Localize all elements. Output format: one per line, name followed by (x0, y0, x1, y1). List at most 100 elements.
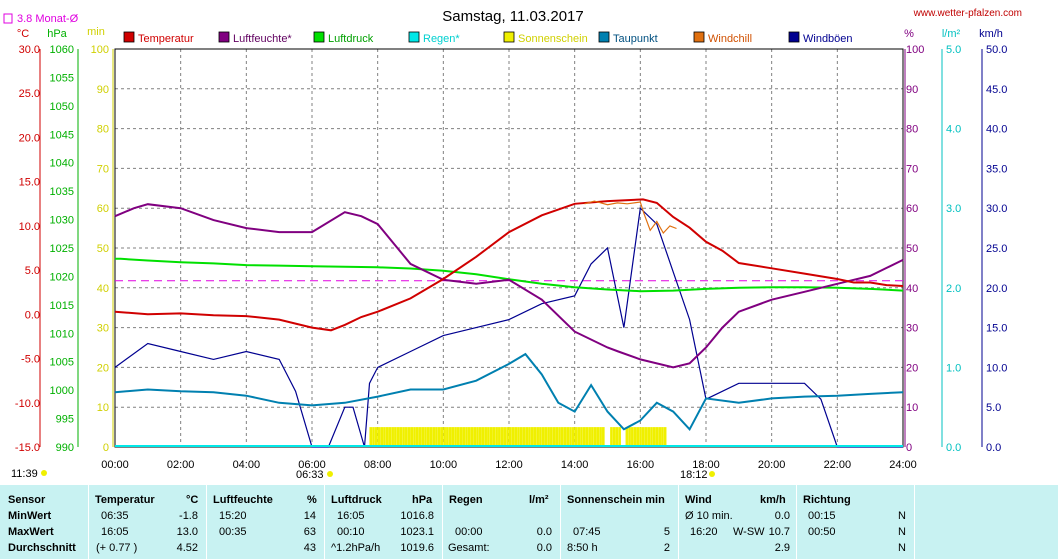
sunshine-bar (574, 427, 578, 447)
sunshine-bar (544, 427, 548, 447)
x-tick-label: 12:00 (495, 459, 523, 471)
sunshine-bar (451, 427, 455, 447)
pressure-tick-label: 1010 (50, 328, 74, 340)
minutes-tick-label: 10 (97, 402, 109, 414)
cell-temp-val: -1.8 (179, 510, 198, 522)
header-temp: Temperatur (95, 494, 155, 506)
minutes-tick-label: 80 (97, 124, 109, 136)
header-wind: Wind (685, 494, 712, 506)
monthly-avg-label: 3.8 Monat-Ø (17, 13, 79, 25)
percent-tick-label: 50 (906, 243, 918, 255)
sunshine-bar (602, 427, 605, 447)
sunshine-bar (418, 427, 422, 447)
sunshine-bar (628, 427, 631, 447)
chart-series (114, 198, 904, 448)
wind-tick-label: 50.0 (986, 44, 1007, 56)
pressure-line (115, 257, 904, 293)
wind-tick-label: 5.0 (986, 402, 1001, 414)
pressure-tick-label: 1040 (50, 158, 74, 170)
minutes-unit: min (87, 26, 105, 38)
header-press: Luftdruck (331, 494, 382, 506)
pressure-tick-label: 1045 (50, 129, 74, 141)
minutes-tick-label: 20 (97, 362, 109, 374)
x-tick-label: 08:00 (364, 459, 392, 471)
x-tick-label: 14:00 (561, 459, 589, 471)
x-tick-label: 04:00 (233, 459, 261, 471)
legend-label: Luftdruck (328, 33, 374, 45)
table-separator (914, 485, 915, 559)
pressure-tick-label: 1050 (50, 101, 74, 113)
cell-dir-time: 00:15 (808, 510, 836, 522)
sunshine-bar (481, 427, 485, 447)
pressure-tick-label: 1035 (50, 186, 74, 198)
percent-tick-label: 90 (906, 84, 918, 96)
pressure-tick-label: 1055 (50, 72, 74, 84)
cell-hum-time: 00:35 (219, 526, 247, 538)
sun-icon-left (41, 470, 47, 476)
sunshine-bar (547, 427, 550, 447)
sunshine-bar (650, 427, 653, 447)
sunshine-bar (385, 427, 389, 447)
wind-tick-label: 35.0 (986, 163, 1007, 175)
cell-temp-val: 4.52 (176, 542, 198, 554)
sunshine-bar (612, 427, 616, 447)
sunshine-bar (415, 427, 419, 447)
temp-tick-label: 10.0 (19, 221, 40, 233)
sunshine-bar (391, 427, 394, 447)
temp-tick-label: 25.0 (19, 88, 40, 100)
sunshine-bar (541, 427, 545, 447)
cell-wind-val: 2.9 (774, 542, 790, 554)
sunshine-bar (383, 427, 386, 447)
sunshine-bar (618, 427, 621, 447)
sunrise-icon (327, 471, 333, 477)
x-tick-label: 02:00 (167, 459, 195, 471)
sunshine-bar (560, 427, 564, 447)
sunshine-bar (577, 427, 581, 447)
cell-temp-val: 13.0 (176, 526, 198, 538)
rain-tick-label: 3.0 (946, 203, 961, 215)
sunshine-bar (552, 427, 556, 447)
minutes-tick-label: 50 (97, 243, 109, 255)
sunshine-bar (489, 427, 493, 447)
percent-tick-label: 60 (906, 203, 918, 215)
pressure-tick-label: 1000 (50, 385, 74, 397)
header-hum: Luftfeuchte (213, 494, 273, 506)
chart-legend: Temperatur Luftfeuchte* Luftdruck Regen* Son… (123, 31, 853, 45)
sunshine-bar (558, 427, 561, 447)
sunshine-bar (522, 427, 526, 447)
header-wind-unit: km/h (760, 494, 786, 506)
sunshine-bar (432, 427, 435, 447)
wind-unit: km/h (979, 28, 1003, 40)
sunshine-bar (528, 427, 531, 447)
sunshine-bar (652, 427, 656, 447)
minutes-tick-label: 40 (97, 283, 109, 295)
pressure-tick-label: 1060 (50, 44, 74, 56)
sunshine-bar (498, 427, 501, 447)
sunshine-bar (369, 427, 373, 447)
sunshine-bar (641, 427, 645, 447)
sunshine-bar (506, 427, 509, 447)
percent-tick-label: 40 (906, 283, 918, 295)
sunshine-bar (396, 427, 400, 447)
sunshine-bar (588, 427, 591, 447)
cell-wind-val: 0.0 (774, 510, 790, 522)
sunshine-bar (610, 427, 613, 447)
cell-rain-val: 0.0 (536, 526, 552, 538)
rain-unit: l/m² (942, 28, 961, 40)
pressure-tick-label: 1025 (50, 243, 74, 255)
legend-swatch (693, 31, 705, 43)
legend-swatch (408, 31, 420, 43)
cell-wind-val: 10.7 (768, 526, 790, 538)
windchill-line (584, 200, 677, 235)
legend-label: Taupunkt (613, 33, 658, 45)
sunshine-bar (435, 427, 438, 447)
cell-press-time: 00:10 (337, 526, 365, 538)
x-tick-label: 22:00 (824, 459, 852, 471)
pressure-tick-label: 990 (56, 442, 74, 454)
cell-temp-time: 06:35 (101, 510, 129, 522)
site-url[interactable]: www.wetter-pfalzen.com (913, 8, 1022, 19)
x-tick-label: 18:00 (692, 459, 720, 471)
legend-label: Windchill (708, 33, 752, 45)
x-tick-label: 00:00 (101, 459, 129, 471)
row-label: Durchschnitt (8, 542, 76, 554)
